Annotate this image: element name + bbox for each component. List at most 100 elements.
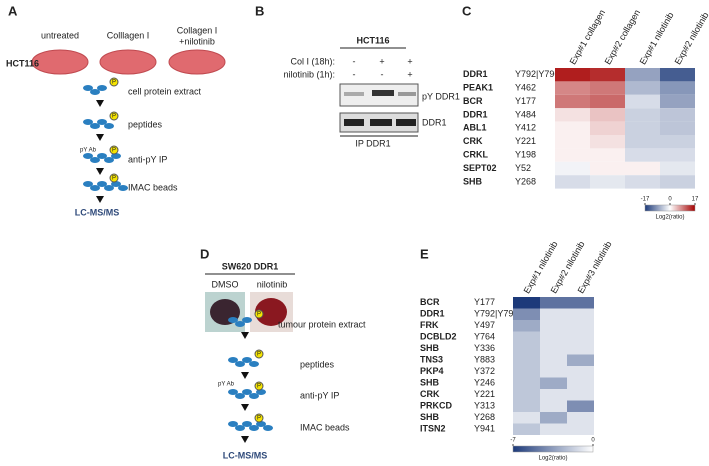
title: SW620 DDR1 (222, 261, 279, 271)
peptide (118, 185, 128, 191)
peptide (249, 393, 259, 399)
site: Y792|Y796 (515, 69, 559, 79)
protein: CRK (420, 389, 440, 399)
heatmap-cell (513, 400, 540, 412)
protein: SHB (463, 176, 483, 186)
heatmap-cell (555, 121, 590, 135)
colorbar-tick-label: 0 (668, 197, 672, 203)
site: Y268 (515, 176, 536, 186)
peptide (83, 181, 93, 187)
site: Y221 (515, 136, 536, 146)
condition: DMSO (212, 279, 239, 289)
column-label: Exp#2 collagen (603, 8, 642, 66)
colorbar-tick-label: 17 (692, 197, 699, 203)
phospho (109, 173, 119, 183)
treatment-mark: - (381, 69, 384, 79)
arrow (96, 134, 104, 141)
peptide (228, 389, 238, 395)
heatmap-cell (555, 161, 590, 176)
protein: SEPT02 (463, 163, 497, 173)
panel-label: E (420, 246, 429, 261)
heatmap-cell (625, 108, 660, 122)
heatmap-cell (555, 135, 590, 149)
colorbar (512, 445, 594, 453)
peptide (235, 321, 245, 327)
heatmap-cell (567, 297, 594, 309)
step: IMAC beads (300, 422, 350, 432)
protein: FRK (420, 320, 439, 330)
antibody: pY Ab (218, 382, 235, 388)
colorbar-tick-label: -7 (510, 438, 516, 444)
peptide (104, 123, 114, 129)
phospho-label: P (257, 384, 261, 390)
site: Y268 (474, 412, 495, 422)
phospho-label: P (112, 114, 116, 120)
site: Y336 (474, 343, 495, 353)
condition: +nilotinib (179, 36, 215, 46)
protein: SHB (420, 343, 440, 353)
step: anti-pY IP (128, 154, 167, 164)
heatmap-cell (567, 377, 594, 389)
phospho (109, 145, 119, 155)
phospho (109, 77, 119, 87)
heatmap-cell (555, 108, 590, 122)
heatmap-cell (567, 354, 594, 366)
workflow-icons: P P P P (83, 77, 128, 203)
heatmap-cell (540, 400, 567, 412)
peptide (90, 89, 100, 95)
phospho-label: P (257, 312, 261, 318)
peptide (111, 181, 121, 187)
heatmap-cell (540, 320, 567, 332)
protein: DDR1 (463, 109, 488, 119)
heatmap-cell (660, 68, 695, 82)
peptide (104, 185, 114, 191)
peptide (256, 421, 266, 427)
phospho-label: P (112, 80, 116, 86)
heatmap-cell (567, 320, 594, 332)
site: Y883 (474, 355, 495, 365)
arrow (241, 404, 249, 411)
heatmap-cell (625, 94, 660, 109)
heatmap-cell (513, 423, 540, 435)
protein: PKP4 (420, 366, 444, 376)
heatmap-cell (590, 148, 625, 162)
heatmap-cell (590, 108, 625, 122)
heatmap-cell (540, 297, 567, 309)
site: Y221 (474, 389, 495, 399)
site: Y462 (515, 82, 536, 92)
peptide (263, 425, 273, 431)
site: Y177 (474, 297, 495, 307)
heatmap-cell (567, 308, 594, 320)
heatmap-cell (513, 308, 540, 320)
phospho (254, 349, 264, 359)
protein: ITSN2 (420, 424, 446, 434)
heatmap-cell (590, 94, 625, 109)
protein: TNS3 (420, 355, 443, 365)
peptide (90, 185, 100, 191)
protein: SHB (420, 412, 440, 422)
peptide (111, 153, 121, 159)
peptide (249, 425, 259, 431)
workflow-icons: P P P P (228, 309, 273, 443)
site: Y764 (474, 332, 495, 342)
arrow (96, 100, 104, 107)
heatmap-cell (625, 121, 660, 135)
peptide (97, 153, 107, 159)
heatmap-cell (513, 343, 540, 355)
protein: BCR (420, 297, 440, 307)
treatment-mark: + (407, 56, 412, 66)
phospho (109, 111, 119, 121)
protein: DDR1 (463, 69, 488, 79)
site: Y484 (515, 109, 536, 119)
heatmap-cell (567, 331, 594, 343)
treatment-mark: + (407, 69, 412, 79)
site: Y246 (474, 378, 495, 388)
peptide (90, 157, 100, 163)
heatmap-cell (625, 161, 660, 176)
antibody: pY Ab (80, 148, 97, 154)
panel-label: B (255, 3, 264, 18)
heatmap-cell (540, 331, 567, 343)
phospho-label: P (257, 352, 261, 358)
